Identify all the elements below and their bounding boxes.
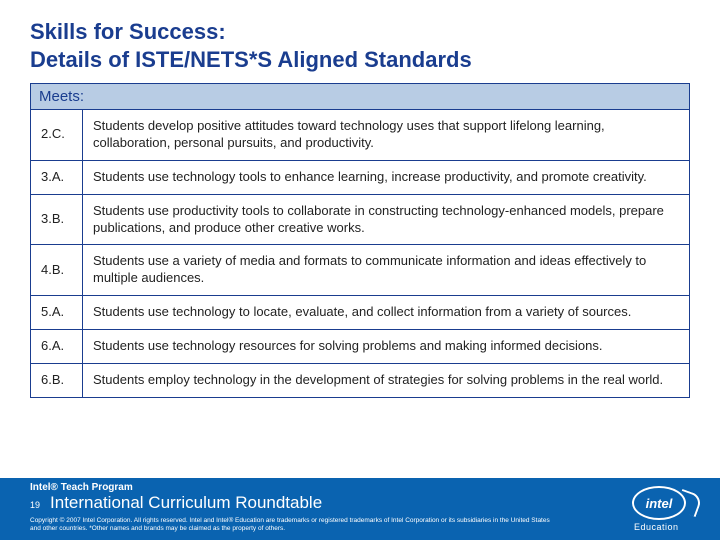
standard-desc: Students use technology resources for so…: [83, 330, 690, 364]
table-row: 3.A. Students use technology tools to en…: [31, 160, 690, 194]
standard-desc: Students use technology tools to enhance…: [83, 160, 690, 194]
table-row: 2.C. Students develop positive attitudes…: [31, 110, 690, 161]
page-number: 19: [30, 500, 40, 510]
standard-desc: Students use a variety of media and form…: [83, 245, 690, 296]
footer: Intel® Teach Program 19 International Cu…: [0, 478, 720, 540]
standard-code: 5.A.: [31, 296, 83, 330]
standard-desc: Students use technology to locate, evalu…: [83, 296, 690, 330]
standard-code: 6.B.: [31, 364, 83, 398]
standards-table: Meets: 2.C. Students develop positive at…: [30, 83, 690, 398]
standard-desc: Students develop positive attitudes towa…: [83, 110, 690, 161]
standard-code: 4.B.: [31, 245, 83, 296]
standards-body: 2.C. Students develop positive attitudes…: [31, 110, 690, 398]
standard-desc: Students employ technology in the develo…: [83, 364, 690, 398]
intel-logo-sub: Education: [634, 522, 679, 532]
standard-code: 3.A.: [31, 160, 83, 194]
table-row: 3.B. Students use productivity tools to …: [31, 194, 690, 245]
slide: Skills for Success: Details of ISTE/NETS…: [0, 0, 720, 540]
meets-header: Meets:: [31, 84, 690, 110]
table-row: 6.B. Students employ technology in the d…: [31, 364, 690, 398]
subtitle-row: 19 International Curriculum Roundtable: [30, 493, 690, 513]
copyright: Copyright © 2007 Intel Corporation. All …: [30, 517, 550, 533]
standard-code: 6.A.: [31, 330, 83, 364]
standard-desc: Students use productivity tools to colla…: [83, 194, 690, 245]
page-title: Skills for Success: Details of ISTE/NETS…: [30, 18, 690, 73]
table-row: 4.B. Students use a variety of media and…: [31, 245, 690, 296]
standard-code: 3.B.: [31, 194, 83, 245]
title-line-1: Skills for Success:: [30, 19, 226, 44]
intel-logo: intel Education: [624, 484, 702, 532]
standard-code: 2.C.: [31, 110, 83, 161]
footer-subtitle: International Curriculum Roundtable: [50, 493, 322, 513]
title-line-2: Details of ISTE/NETS*S Aligned Standards: [30, 47, 472, 72]
table-row: 6.A. Students use technology resources f…: [31, 330, 690, 364]
program-name: Intel® Teach Program: [30, 482, 690, 493]
table-row: 5.A. Students use technology to locate, …: [31, 296, 690, 330]
